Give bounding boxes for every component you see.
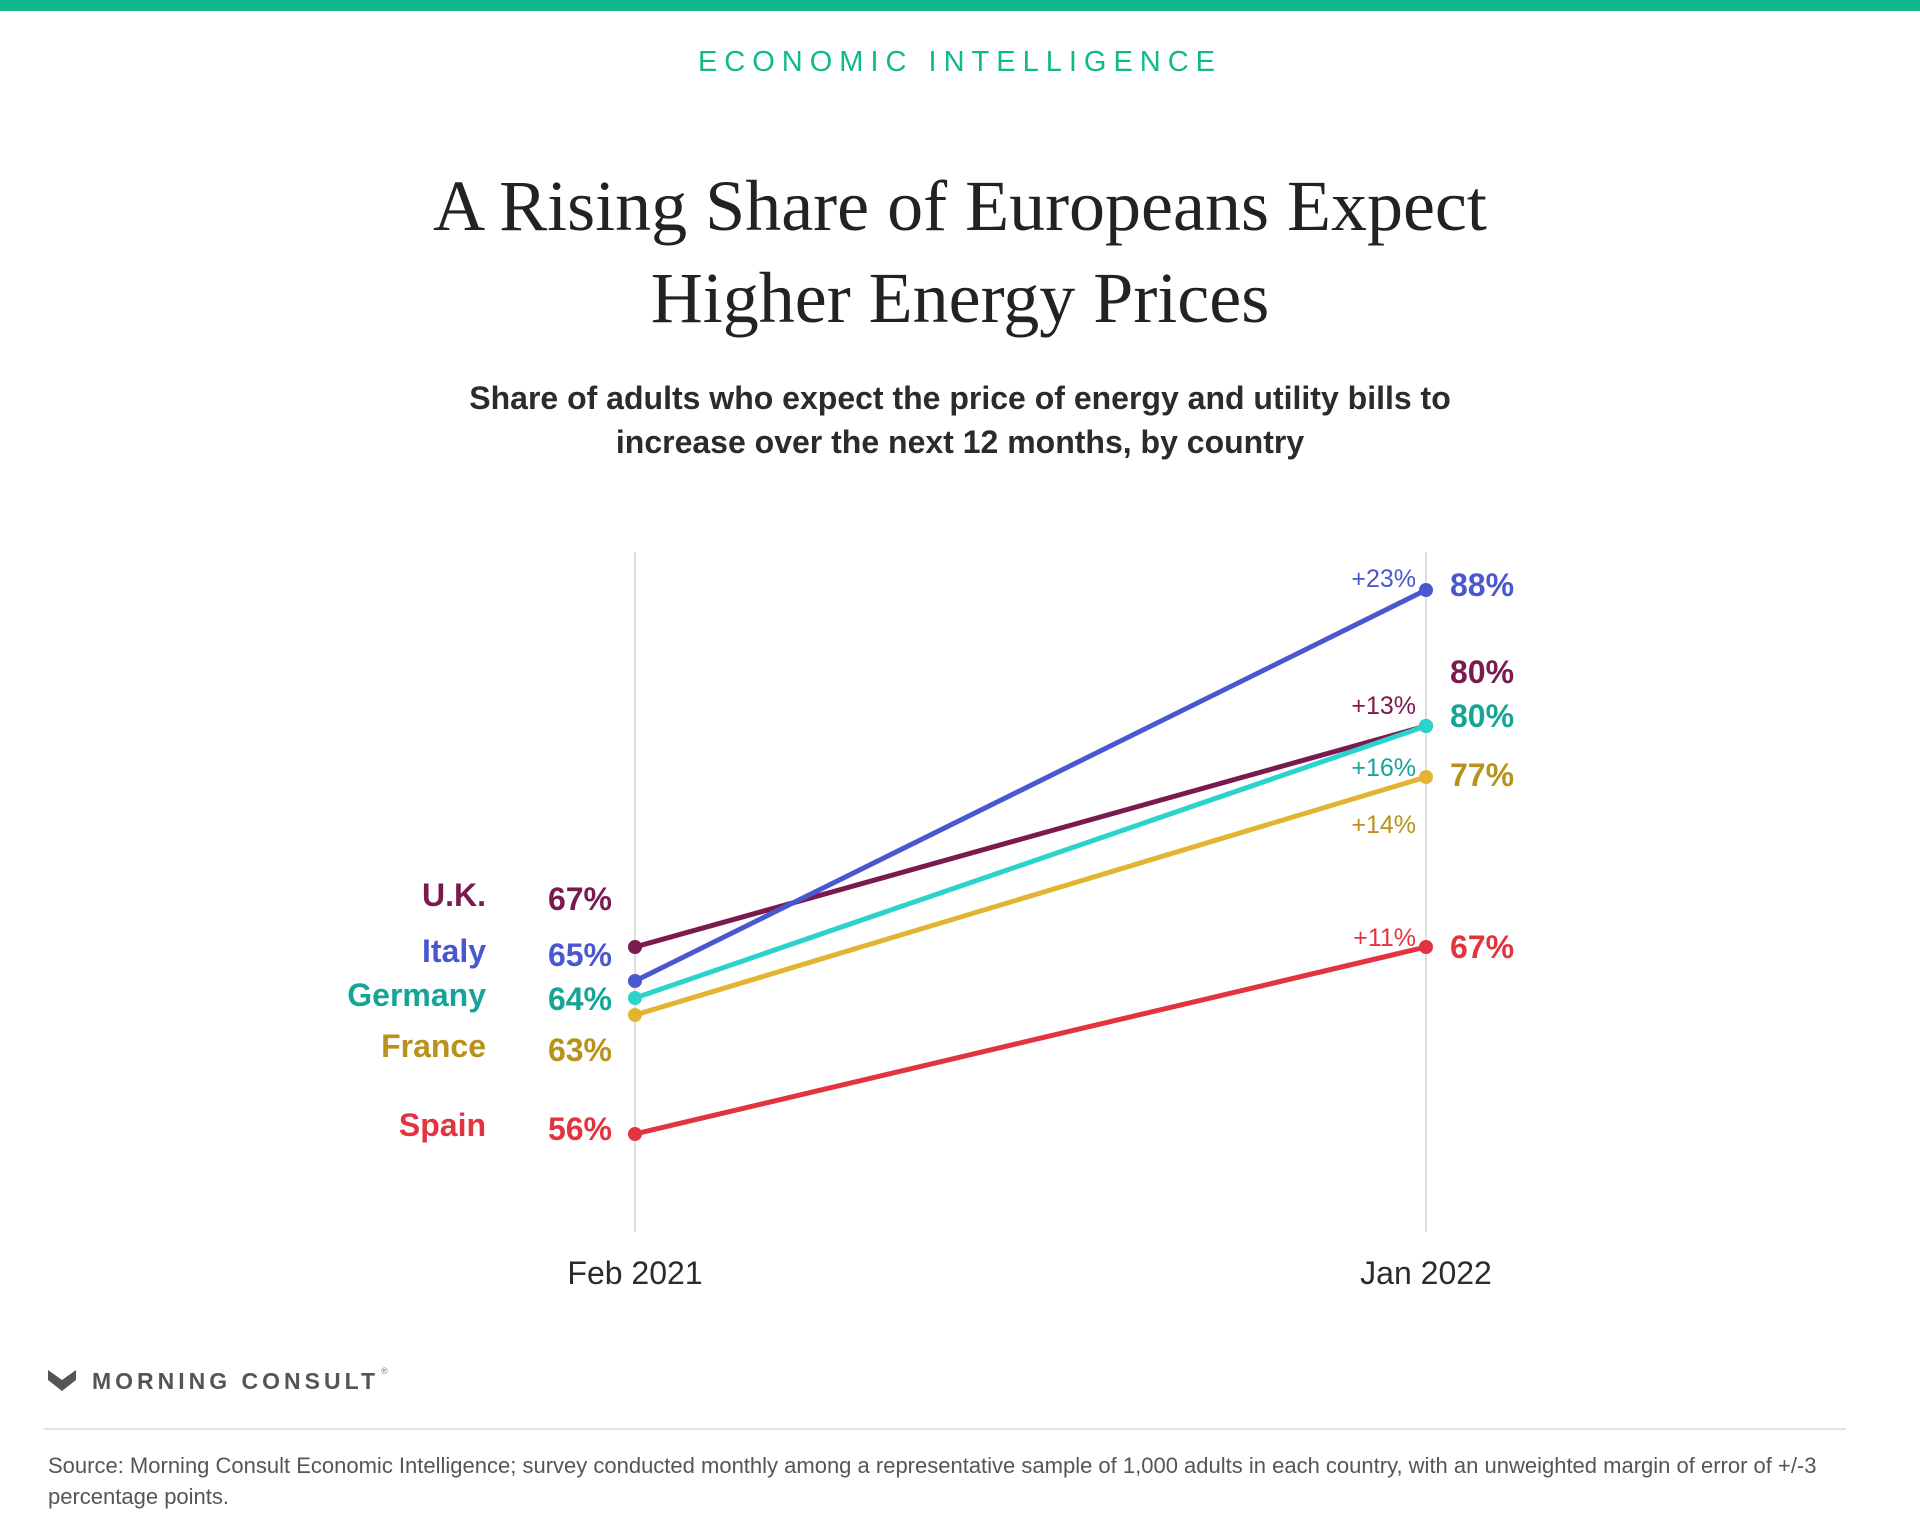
chart-title: A Rising Share of Europeans Expect Highe… xyxy=(0,160,1920,344)
top-accent-bar xyxy=(0,0,1920,11)
end-value-italy: 88% xyxy=(1450,567,1514,603)
point-start-france xyxy=(628,1008,642,1022)
section-kicker: ECONOMIC INTELLIGENCE xyxy=(697,46,1223,78)
x-tick-label-1: Jan 2022 xyxy=(1360,1255,1492,1291)
chart-subtitle: Share of adults who expect the price of … xyxy=(0,376,1920,464)
point-end-spain xyxy=(1419,940,1433,954)
change-label-germany: +16% xyxy=(1351,754,1416,782)
series-name-france: France xyxy=(381,1028,486,1064)
point-end-italy xyxy=(1419,583,1433,597)
point-end-france xyxy=(1419,770,1433,784)
series-name-spain: Spain xyxy=(399,1107,486,1143)
logo-wordmark: MORNING CONSULT xyxy=(92,1367,380,1394)
start-value-uk: 67% xyxy=(548,881,612,917)
m-chevron-logo-icon xyxy=(48,1370,76,1391)
change-label-italy: +23% xyxy=(1351,565,1416,593)
series-name-germany: Germany xyxy=(347,977,486,1013)
start-value-france: 63% xyxy=(548,1032,612,1068)
logo-registered-mark: ® xyxy=(381,1366,388,1376)
series-name-italy: Italy xyxy=(422,933,486,969)
change-label-uk: +13% xyxy=(1351,692,1416,720)
point-start-italy xyxy=(628,974,642,988)
series-line-germany xyxy=(632,723,1429,1001)
subtitle-line-1: Share of adults who expect the price of … xyxy=(469,380,1451,416)
start-value-italy: 65% xyxy=(548,937,612,973)
point-start-germany xyxy=(628,991,642,1005)
x-tick-label-0: Feb 2021 xyxy=(567,1255,702,1291)
slope-chart: Feb 2021 Jan 2022 U.K. 67% 80% +13% Italy 65% 88… xyxy=(347,552,1514,1291)
end-value-france: 77% xyxy=(1450,757,1514,793)
series-line-uk xyxy=(632,723,1429,950)
source-note: Source: Morning Consult Economic Intelli… xyxy=(48,1453,1817,1509)
start-value-germany: 64% xyxy=(548,981,612,1017)
series-line-spain xyxy=(632,944,1429,1137)
change-label-france: +14% xyxy=(1351,811,1416,839)
end-value-spain: 67% xyxy=(1450,929,1514,965)
point-start-uk xyxy=(628,940,642,954)
start-value-spain: 56% xyxy=(548,1111,612,1147)
end-value-germany: 80% xyxy=(1450,698,1514,734)
series-line-france xyxy=(632,774,1429,1018)
series-name-uk: U.K. xyxy=(422,877,486,913)
morning-consult-logo: MORNING CONSULT ® xyxy=(46,1364,388,1398)
change-label-spain: +11% xyxy=(1353,924,1416,952)
point-end-germany xyxy=(1419,719,1433,733)
title-line-2: Higher Energy Prices xyxy=(650,258,1270,338)
series-line-italy xyxy=(632,587,1429,984)
title-line-1: A Rising Share of Europeans Expect xyxy=(433,166,1487,246)
footer-divider xyxy=(44,1428,1846,1430)
end-value-uk: 80% xyxy=(1450,654,1514,690)
subtitle-line-2: increase over the next 12 months, by cou… xyxy=(615,424,1305,460)
point-start-spain xyxy=(628,1127,642,1141)
